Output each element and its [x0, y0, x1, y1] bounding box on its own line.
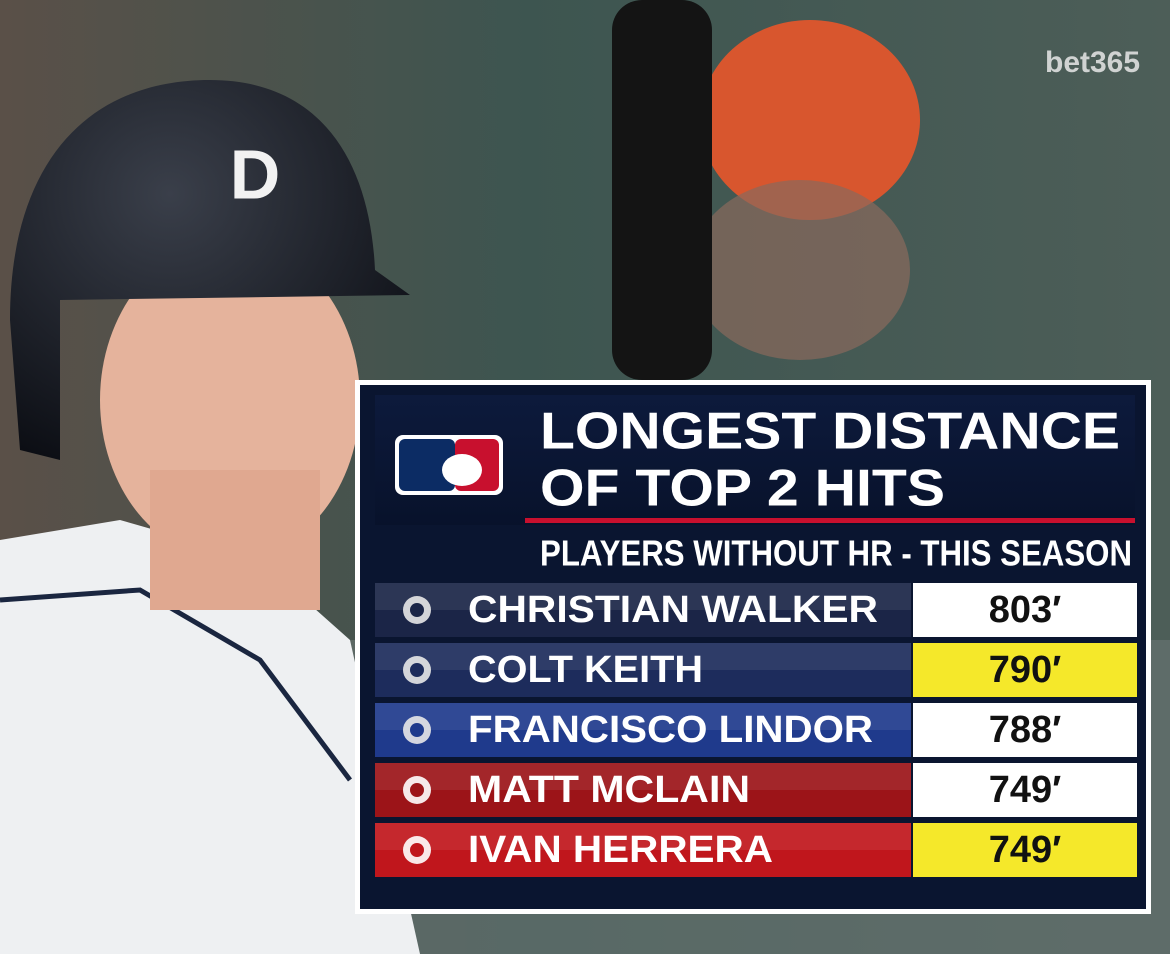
helmet-logo: D: [230, 135, 281, 213]
team-logo-inner: [410, 843, 424, 857]
row-background: [375, 643, 911, 697]
title-line: LONGEST DISTANCE: [540, 403, 1120, 461]
distance-cell: [913, 763, 1137, 817]
row-sheen: [375, 643, 911, 670]
distance-cell: [913, 703, 1137, 757]
team-logo-inner: [410, 723, 424, 737]
watermark: bet365: [1045, 46, 1140, 79]
team-logo-inner: [410, 783, 424, 797]
row-background: [375, 823, 911, 877]
distance-cell: [913, 643, 1137, 697]
row-sheen: [375, 703, 911, 730]
neck: [150, 470, 320, 610]
header-rule: [525, 518, 1135, 523]
distance-cell: [913, 583, 1137, 637]
stats-graphic: LONGEST DISTANCE OF TOP 2 HITS PLAYERS W…: [355, 380, 1151, 914]
jersey: [0, 520, 420, 954]
distance: 790′: [989, 649, 1062, 691]
player-name: IVAN HERRERA: [468, 829, 773, 871]
row-background: [375, 703, 911, 757]
helmet: [10, 80, 410, 460]
distance: 788′: [989, 709, 1062, 751]
fan-cap: [700, 20, 920, 220]
jersey-piping: [0, 587, 352, 782]
fan-face: [690, 180, 910, 360]
player-name: MATT MCLAIN: [468, 769, 750, 811]
team-logo-inner: [410, 603, 424, 617]
league-logo-figure: [442, 454, 482, 486]
distance-cell: [913, 823, 1137, 877]
subtitle: PLAYERS WITHOUT HR - THIS SEASON: [540, 533, 1132, 574]
rows: CHRISTIAN WALKER 803′ COLT KEITH 790′ FRANCI…: [375, 583, 1137, 877]
title-line: OF TOP 2 HITS: [540, 460, 945, 518]
distance: 803′: [989, 589, 1062, 631]
team-logo-inner: [410, 663, 424, 677]
player-name: FRANCISCO LINDOR: [468, 709, 873, 751]
player-name: CHRISTIAN WALKER: [468, 589, 878, 631]
league-logo-blue: [399, 439, 455, 491]
distance: 749′: [989, 829, 1062, 871]
row-sheen: [375, 823, 911, 850]
player-name: COLT KEITH: [468, 649, 703, 691]
row-sheen: [375, 763, 911, 790]
bat: [612, 0, 712, 380]
row-background: [375, 583, 911, 637]
distance: 749′: [989, 769, 1062, 811]
row-background: [375, 763, 911, 817]
row-sheen: [375, 583, 911, 610]
